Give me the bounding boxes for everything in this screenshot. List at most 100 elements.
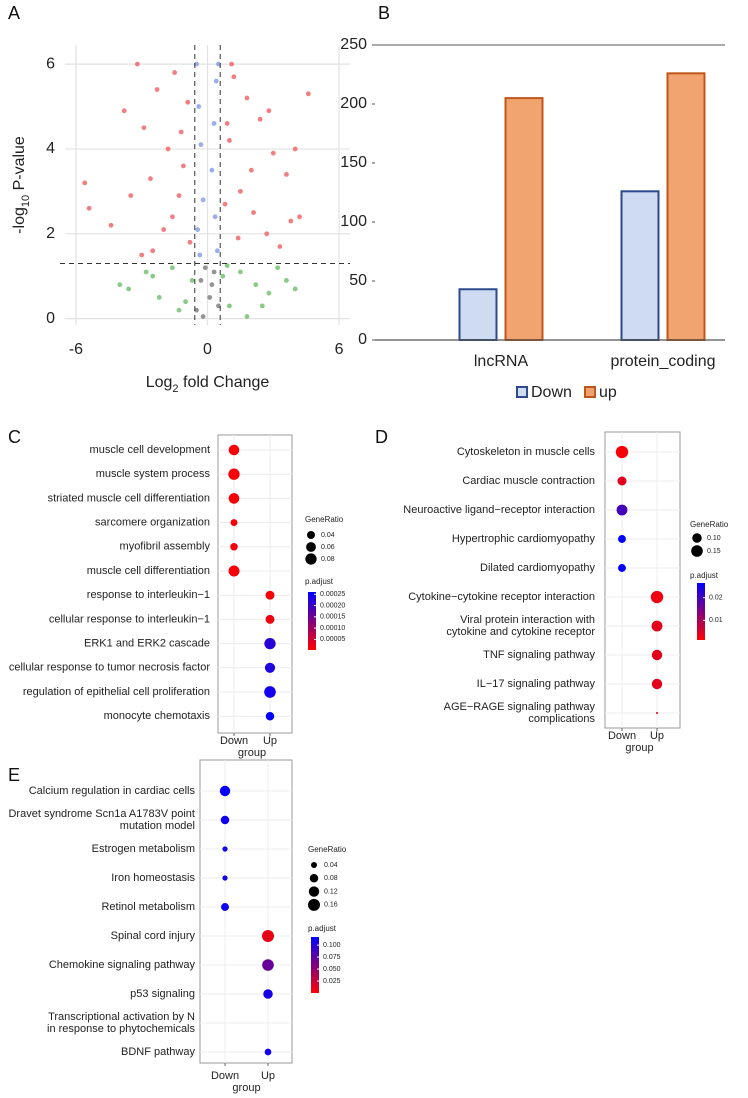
- point: [213, 78, 219, 84]
- term-label: Cytoskeleton in muscle cells: [457, 446, 596, 458]
- x-tick-label: -6: [69, 341, 83, 358]
- point: [214, 248, 220, 254]
- term-label: Retinol metabolism: [101, 901, 195, 913]
- axis-title-part: 10: [20, 195, 32, 207]
- point: [197, 252, 203, 258]
- dot: [265, 590, 275, 600]
- panel-label: B: [378, 3, 390, 23]
- term-label: Neuroactive ligand−receptor interaction: [403, 504, 595, 516]
- term-label: muscle cell differentiation: [87, 565, 210, 577]
- point: [248, 167, 254, 173]
- point: [189, 278, 195, 283]
- point: [202, 265, 208, 271]
- x-axis-title: group: [238, 747, 266, 759]
- bar: [458, 288, 498, 342]
- point: [185, 99, 191, 105]
- point: [196, 104, 202, 109]
- point: [288, 218, 294, 224]
- legend-label: Down: [531, 384, 572, 401]
- dot: [264, 637, 276, 650]
- point: [211, 121, 217, 126]
- term-label: Cytokine−cytokine receptor interaction: [408, 591, 595, 603]
- point: [284, 171, 289, 177]
- legend-label: 0.15: [707, 548, 721, 555]
- term-label: regulation of epithelial cell proliferat…: [23, 686, 210, 698]
- x-axis-title: group: [625, 742, 653, 754]
- y-tick-label: 200: [340, 95, 367, 112]
- point: [187, 239, 193, 245]
- term-label: Chemokine signaling pathway: [49, 959, 196, 971]
- point: [141, 125, 147, 131]
- point: [200, 197, 206, 203]
- point: [82, 180, 88, 186]
- point: [212, 214, 218, 220]
- term-label: response to interleukin−1: [87, 589, 210, 601]
- legend-dot: [306, 542, 316, 552]
- dot: [230, 543, 238, 551]
- point: [251, 210, 256, 215]
- point: [194, 307, 199, 313]
- legend-title: GeneRatio: [690, 520, 729, 529]
- point: [235, 235, 241, 241]
- dot: [615, 445, 629, 459]
- point: [178, 129, 184, 135]
- legend-label: 0.06: [321, 544, 335, 551]
- point: [207, 295, 213, 300]
- term-label: IL−17 signaling pathway: [477, 678, 596, 690]
- term-label: monocyte chemotaxis: [104, 710, 211, 722]
- point: [264, 231, 270, 237]
- term-label: striated muscle cell differentiation: [48, 492, 210, 504]
- term-label: TNF signaling pathway: [483, 649, 595, 661]
- colorbar: [311, 937, 319, 993]
- legend-dot: [307, 531, 315, 539]
- legend-label: 0.075: [323, 954, 341, 961]
- dot: [265, 711, 275, 721]
- y-tick-label: 6: [46, 55, 55, 72]
- y-tick-label: 100: [340, 213, 367, 230]
- dot: [618, 535, 626, 543]
- x-tick-label: Down: [211, 1070, 239, 1082]
- point: [139, 252, 145, 258]
- term-label-line: Viral protein interaction with: [460, 614, 595, 626]
- point: [216, 61, 221, 67]
- point: [305, 91, 311, 97]
- point: [284, 278, 289, 283]
- legend-label: 0.04: [321, 532, 335, 539]
- point: [148, 176, 153, 182]
- legend-label: 0.025: [323, 978, 341, 985]
- y-tick-label: 150: [340, 154, 367, 171]
- panel-label: C: [8, 427, 21, 447]
- legend-label: 0.02: [709, 595, 723, 602]
- point: [216, 303, 221, 309]
- dot: [655, 711, 659, 715]
- legend-title: p.adjust: [305, 577, 334, 586]
- point: [134, 61, 140, 67]
- legend-label: 0.08: [324, 875, 338, 882]
- term-label: muscle cell development: [90, 444, 210, 456]
- colorbar: [308, 592, 316, 650]
- term-label: cellular response to interleukin−1: [49, 613, 210, 625]
- x-tick-label: Up: [261, 1070, 275, 1082]
- y-tick-label: 250: [340, 36, 367, 53]
- dot: [219, 785, 231, 797]
- dot: [617, 476, 627, 486]
- legend-label: 0.100: [323, 942, 341, 949]
- legend-label: 0.12: [324, 888, 338, 895]
- plot-box: [199, 759, 293, 1064]
- point: [266, 290, 272, 296]
- dot: [230, 519, 238, 527]
- legend-swatch: [516, 386, 528, 398]
- legend-label: 0.00010: [320, 625, 345, 632]
- dot: [618, 564, 626, 572]
- legend-label: 0.10: [707, 535, 721, 542]
- point: [266, 108, 272, 114]
- axis-title-part: Log: [146, 374, 173, 391]
- x-tick-label: protein_coding: [611, 353, 716, 370]
- legend-title: GeneRatio: [305, 515, 344, 524]
- term-label: Spinal cord injury: [111, 930, 196, 942]
- point: [150, 248, 156, 254]
- legend-label: 0.00005: [320, 636, 345, 643]
